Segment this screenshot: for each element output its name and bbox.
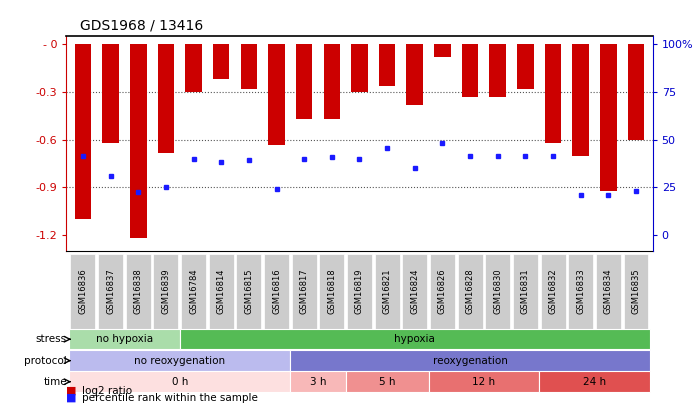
Bar [489, 45, 506, 97]
Text: GSM16824: GSM16824 [410, 269, 419, 314]
Text: GSM16815: GSM16815 [244, 269, 253, 314]
Bar [517, 45, 534, 89]
Text: 5 h: 5 h [379, 377, 395, 387]
FancyBboxPatch shape [154, 254, 178, 329]
FancyBboxPatch shape [69, 371, 290, 392]
Bar [628, 45, 644, 140]
FancyBboxPatch shape [126, 254, 151, 329]
Bar [434, 45, 451, 57]
Text: no hypoxia: no hypoxia [96, 334, 153, 344]
Text: GSM16830: GSM16830 [493, 269, 503, 314]
Text: GSM16835: GSM16835 [632, 269, 641, 314]
Bar [75, 45, 91, 219]
Bar [351, 45, 368, 92]
Text: GSM16819: GSM16819 [355, 269, 364, 314]
Bar [406, 45, 423, 105]
FancyBboxPatch shape [430, 254, 455, 329]
Bar [130, 45, 147, 239]
Text: percentile rank within the sample: percentile rank within the sample [82, 393, 258, 403]
Text: GSM16834: GSM16834 [604, 269, 613, 314]
Bar [296, 45, 313, 119]
FancyBboxPatch shape [98, 254, 123, 329]
Bar [103, 45, 119, 143]
Bar [158, 45, 174, 153]
Bar [544, 45, 561, 143]
Text: GSM16814: GSM16814 [216, 269, 225, 314]
Bar [462, 45, 478, 97]
FancyBboxPatch shape [541, 254, 565, 329]
Text: GSM16832: GSM16832 [549, 269, 558, 314]
Text: no reoxygenation: no reoxygenation [134, 356, 225, 366]
Text: GSM16836: GSM16836 [78, 269, 87, 314]
Text: 0 h: 0 h [172, 377, 188, 387]
Text: reoxygenation: reoxygenation [433, 356, 507, 366]
Text: GSM16831: GSM16831 [521, 269, 530, 314]
Text: 12 h: 12 h [473, 377, 496, 387]
Bar [572, 45, 589, 156]
Bar [268, 45, 285, 145]
FancyBboxPatch shape [375, 254, 399, 329]
FancyBboxPatch shape [290, 350, 650, 371]
Text: stress: stress [36, 334, 67, 344]
Bar [185, 45, 202, 92]
FancyBboxPatch shape [69, 350, 290, 371]
Text: log2 ratio: log2 ratio [82, 386, 132, 396]
Text: 3 h: 3 h [310, 377, 326, 387]
FancyBboxPatch shape [347, 254, 372, 329]
Text: ■: ■ [66, 386, 77, 396]
Text: GSM16833: GSM16833 [577, 269, 585, 314]
FancyBboxPatch shape [70, 254, 96, 329]
FancyBboxPatch shape [568, 254, 593, 329]
FancyBboxPatch shape [458, 254, 482, 329]
Text: GSM16817: GSM16817 [299, 269, 309, 314]
Bar [600, 45, 616, 191]
Text: GSM16784: GSM16784 [189, 269, 198, 314]
Bar [323, 45, 340, 119]
FancyBboxPatch shape [320, 254, 344, 329]
Text: time: time [43, 377, 67, 387]
FancyBboxPatch shape [292, 254, 317, 329]
Bar [213, 45, 230, 79]
FancyBboxPatch shape [346, 371, 429, 392]
FancyBboxPatch shape [209, 254, 234, 329]
FancyBboxPatch shape [596, 254, 621, 329]
Text: GSM16826: GSM16826 [438, 269, 447, 314]
FancyBboxPatch shape [540, 371, 650, 392]
FancyBboxPatch shape [237, 254, 261, 329]
Text: GSM16821: GSM16821 [383, 269, 392, 314]
Bar [241, 45, 257, 89]
FancyBboxPatch shape [69, 329, 179, 350]
Bar [379, 45, 396, 86]
FancyBboxPatch shape [485, 254, 510, 329]
FancyBboxPatch shape [181, 254, 206, 329]
FancyBboxPatch shape [623, 254, 648, 329]
Text: protocol: protocol [24, 356, 67, 366]
FancyBboxPatch shape [179, 329, 650, 350]
Text: GSM16839: GSM16839 [161, 269, 170, 314]
Text: GSM16838: GSM16838 [134, 269, 142, 314]
Text: GSM16816: GSM16816 [272, 269, 281, 314]
Text: 24 h: 24 h [583, 377, 606, 387]
FancyBboxPatch shape [290, 371, 346, 392]
Text: GSM16828: GSM16828 [466, 269, 475, 314]
FancyBboxPatch shape [513, 254, 538, 329]
Text: GSM16818: GSM16818 [327, 269, 336, 314]
FancyBboxPatch shape [264, 254, 289, 329]
FancyBboxPatch shape [402, 254, 427, 329]
Text: hypoxia: hypoxia [394, 334, 436, 344]
Text: ■: ■ [66, 393, 77, 403]
FancyBboxPatch shape [429, 371, 540, 392]
Text: GSM16837: GSM16837 [106, 269, 115, 314]
Text: GDS1968 / 13416: GDS1968 / 13416 [80, 18, 204, 32]
